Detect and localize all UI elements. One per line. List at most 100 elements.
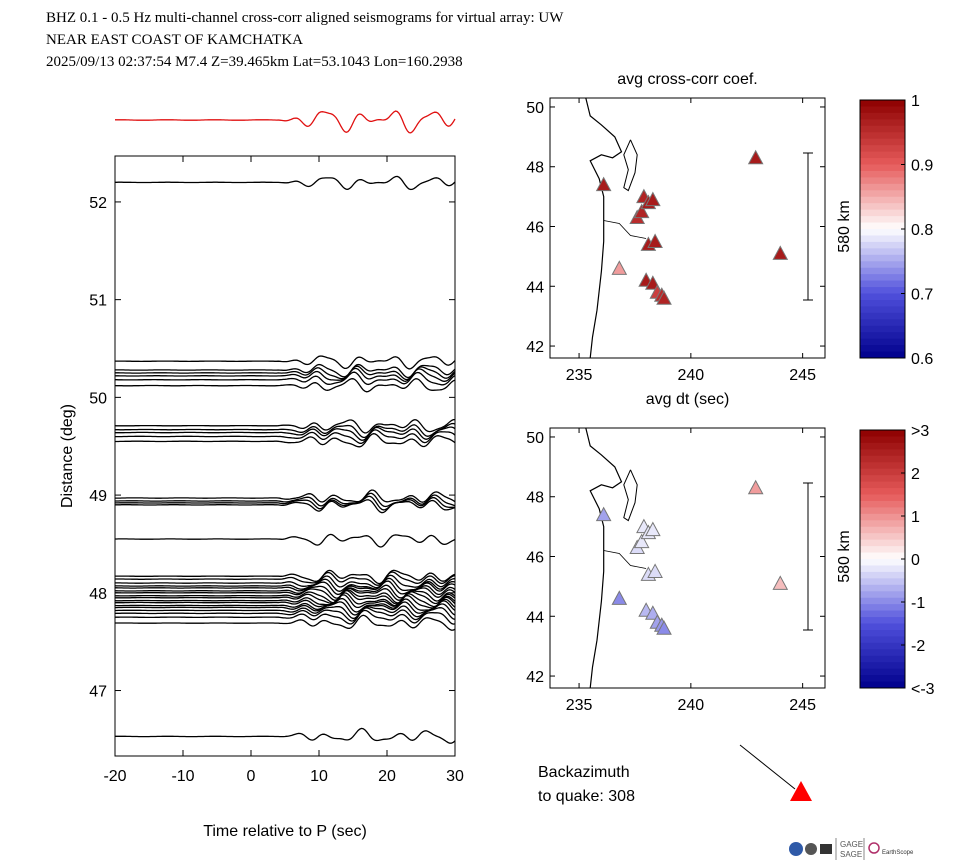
colorbar-tick-label: 2 [911,466,920,483]
x-tick-label: 10 [310,768,328,785]
station-marker [656,290,672,305]
x-tick-label: 245 [789,367,816,384]
sage-logo-text: SAGE [840,850,862,859]
backazimuth-arrow-head [790,781,812,801]
coef-columbia-river [603,220,647,239]
coef-map-frame [549,97,826,359]
colorbar-segment [860,216,905,224]
colorbar-segment [860,559,905,566]
colorbar-segment [860,494,905,502]
colorbar-segment [860,203,905,211]
x-tick-label: 30 [446,768,464,785]
colorbar-segment [860,636,905,644]
colorbar-tick-label: 0.7 [911,287,933,304]
station-marker [611,260,628,275]
nsf-logo-icon [789,842,803,856]
backazimuth-value: to quake: 308 [538,788,635,805]
colorbar-segment [860,177,905,185]
dt-puget-sound [623,469,638,522]
colorbar-segment [860,332,905,340]
colorbar-segment [860,675,905,683]
colorbar-segment [860,158,905,165]
stacked-beam-trace [115,110,456,134]
seismogram-trace [115,499,456,514]
colorbar-tick-label: 0.6 [911,351,933,368]
colorbar-segment [860,520,905,528]
colorbar-segment [860,571,905,579]
seismogram-trace [115,603,456,620]
seismogram-trace [114,418,456,434]
y-tick-label: 51 [89,293,107,310]
colorbar-segment [860,235,905,243]
colorbar-tick-label: 0 [911,552,920,569]
colorbar-segment [860,119,905,127]
colorbar-segment [860,610,905,618]
coef-map-xlabel: avg dt (sec) [646,391,730,408]
colorbar-segment [860,500,905,508]
colorbar-segment [860,455,905,463]
colorbar-segment [860,293,905,301]
seismogram-trace [115,365,456,381]
seismogram-trace [115,489,456,503]
colorbar-segment [860,475,905,483]
chart-title-line2: NEAR EAST COAST OF KAMCHATKA [46,32,303,48]
colorbar-segment [860,584,905,592]
y-tick-label: 47 [89,684,107,701]
dt-coastline [585,427,623,689]
earthscope-logo-text: EarthScope [882,850,914,856]
colorbar-segment [860,222,905,230]
colorbar-segment [860,170,905,178]
colorbar-segment [860,287,905,294]
station-marker [633,203,650,219]
seismogram-trace [115,580,456,596]
colorbar-segment [860,430,905,437]
seismogram-trace [115,614,456,631]
colorbar-tick-label: 1 [911,93,920,110]
colorbar-segment [860,209,905,217]
colorbar-tick-label: 0.8 [911,222,933,239]
y-tick-label: 44 [526,279,544,296]
colorbar-segment [860,125,905,133]
seismogram-trace [115,600,456,616]
colorbar-segment [860,261,905,269]
colorbar-segment [860,468,905,476]
y-tick-label: 49 [89,488,107,505]
y-axis-label: Distance (deg) [59,404,76,508]
colorbar-segment [860,138,905,146]
seismogram-trace [115,609,456,625]
colorbar-segment [860,604,905,612]
backazimuth-label: Backazimuth [538,764,630,781]
colorbar-segment [860,533,905,541]
colorbar-segment [860,312,905,320]
x-tick-label: -10 [171,768,194,785]
coef-coastline [585,97,623,359]
station-marker [772,245,789,260]
colorbar-segment [860,462,905,470]
doe-logo-icon [805,843,817,855]
colorbar-segment [860,145,905,153]
x-tick-label: 240 [678,367,705,384]
scale-bar-label: 580 km [836,530,853,582]
y-tick-label: 52 [89,195,107,212]
colorbar-segment [860,132,905,140]
station-marker [645,521,661,537]
coef-map-title: avg cross-corr coef. [617,71,757,88]
y-tick-label: 48 [89,586,107,603]
logo-strip: GAGE SAGE EarthScope [789,838,914,860]
colorbar-segment [860,481,905,489]
y-tick-label: 48 [526,160,544,177]
y-tick-label: 42 [526,669,544,686]
station-marker [647,233,663,248]
x-axis-label: Time relative to P (sec) [203,823,367,840]
seismogram-trace [115,367,456,382]
seismogram-trace [115,426,456,441]
earthscope-logo-icon [868,842,880,854]
colorbar-segment [860,642,905,650]
seismogram-trace [115,571,456,586]
x-tick-label: 0 [247,768,256,785]
seismogram-trace [115,175,456,191]
seismogram-trace [115,727,456,744]
colorbar-segment [860,578,905,586]
colorbar-tick-label: -1 [911,595,925,612]
